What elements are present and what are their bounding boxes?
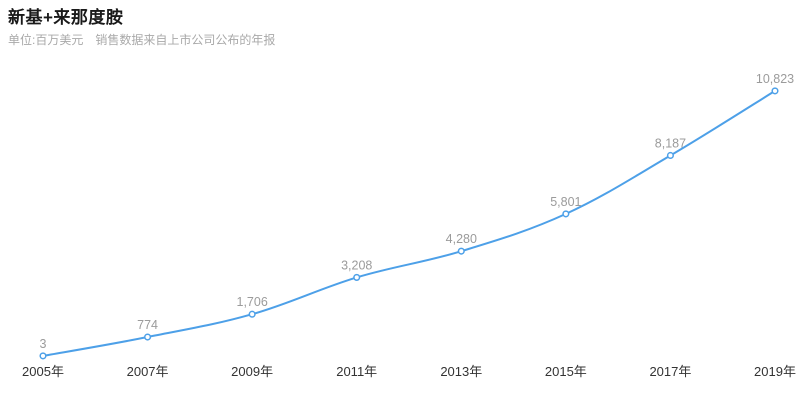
data-point-label: 3,208 (341, 258, 372, 272)
series-line (42, 89, 776, 357)
x-axis-tick-label: 2013年 (440, 364, 482, 379)
data-point-marker (39, 352, 47, 360)
data-point-label: 10,823 (756, 72, 794, 86)
data-point-marker (562, 210, 570, 218)
line-chart-svg: 3 2005年 774 2007年 1,706 2009年 3,208 2011年 4,280 2… (22, 72, 796, 379)
x-axis-tick-label: 2009年 (231, 364, 273, 379)
data-point-marker (771, 87, 779, 95)
data-point-marker (666, 151, 674, 160)
data-point-label: 8,187 (655, 136, 686, 150)
data-point-marker (353, 273, 361, 281)
data-point-label: 4,280 (446, 232, 477, 246)
data-point-label: 3 (40, 337, 47, 351)
data-point-marker (144, 333, 152, 341)
data-point-marker (248, 310, 256, 318)
x-axis-tick-label: 2015年 (545, 364, 587, 379)
x-axis-tick-label: 2019年 (754, 364, 796, 379)
chart-header: 新基+来那度胺 单位:百万美元 销售数据来自上市公司公布的年报 (8, 7, 792, 48)
chart-title: 新基+来那度胺 (8, 8, 124, 27)
line-chart: 3 2005年 774 2007年 1,706 2009年 3,208 2011年 4,280 2… (0, 55, 800, 395)
data-point-marker (457, 247, 465, 255)
data-point-label: 5,801 (550, 195, 581, 209)
chart-subtitle: 单位:百万美元 销售数据来自上市公司公布的年报 (8, 33, 276, 47)
data-point-label: 774 (137, 318, 158, 332)
x-axis-tick-label: 2017年 (649, 364, 691, 379)
x-axis-tick-label: 2007年 (127, 364, 169, 379)
x-axis-tick-label: 2011年 (336, 364, 377, 379)
x-axis-tick-label: 2005年 (22, 364, 64, 379)
data-point-label: 1,706 (237, 295, 268, 309)
